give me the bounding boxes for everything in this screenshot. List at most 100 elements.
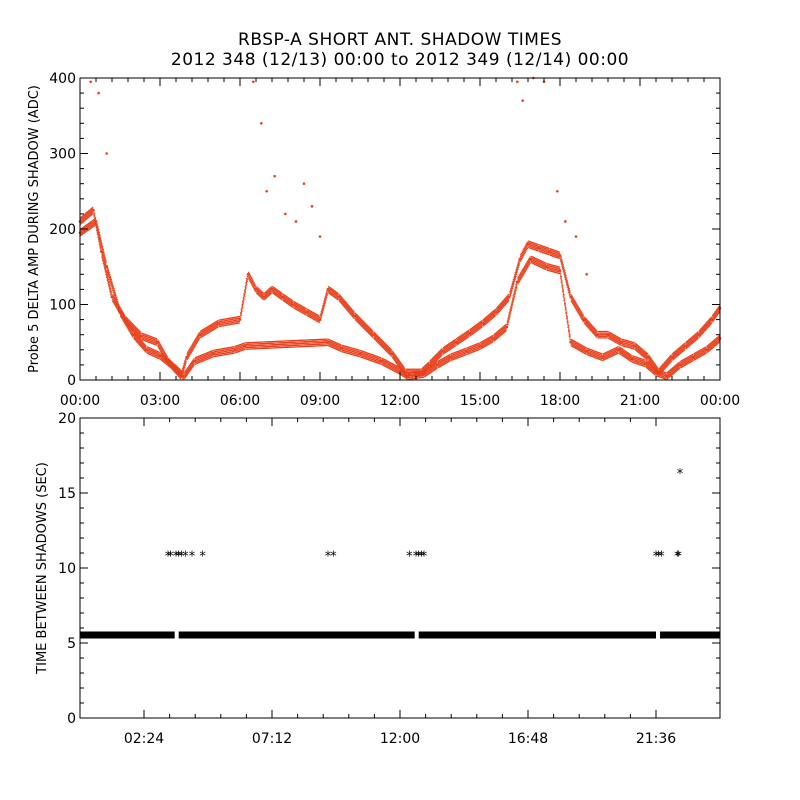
data-point-dot [573, 305, 575, 307]
data-point-dot [225, 321, 227, 323]
data-point-dot [265, 297, 267, 299]
data-point-dot [453, 341, 455, 343]
data-point-dot [298, 308, 300, 310]
data-point-dot [113, 296, 115, 298]
data-point-dot [248, 273, 250, 275]
data-point-dot [497, 312, 499, 314]
data-point-dot [402, 365, 404, 368]
data-point-dot [272, 289, 274, 291]
data-point-dot [718, 307, 720, 310]
data-point-dot [334, 296, 336, 298]
data-point-dot [585, 322, 587, 325]
data-point-dot [396, 362, 398, 364]
data-point-dot [383, 341, 385, 343]
data-point-dot [88, 210, 90, 212]
data-point-dot [506, 300, 508, 302]
data-point-dot [450, 344, 452, 347]
data-point-dot [507, 299, 509, 301]
data-point-dot [628, 347, 630, 349]
data-point-dot [479, 321, 481, 323]
data-point-dot [478, 325, 480, 327]
data-point-dot [158, 345, 160, 347]
data-point-dot [85, 224, 87, 226]
data-point-dot [526, 241, 528, 243]
data-point-dot [82, 216, 84, 218]
data-point-dot [417, 375, 419, 377]
data-point-dot [568, 285, 570, 287]
data-point-dot [610, 334, 612, 336]
data-point-dot [623, 339, 625, 341]
data-point-dot [88, 223, 90, 226]
data-point-dot [633, 345, 635, 347]
data-point-dot [89, 226, 91, 228]
data-point-dot [682, 348, 684, 350]
data-point-dot [568, 290, 570, 292]
data-point-dot [223, 325, 225, 327]
data-point-dot [329, 288, 331, 290]
data-point-dot [515, 272, 517, 274]
data-point-dot [492, 317, 494, 319]
data-point-dot [442, 347, 444, 349]
data-point-dot [252, 280, 254, 283]
data-point-dot [490, 315, 492, 318]
data-point-dot [715, 310, 717, 312]
data-point-dot [343, 305, 345, 308]
data-point-dot [233, 321, 235, 323]
data-point-dot [432, 357, 434, 359]
data-point-dot [106, 276, 108, 279]
data-point-dot [632, 341, 634, 344]
data-point-dot [411, 368, 413, 370]
data-point-dot [524, 248, 526, 250]
data-point-dot [100, 243, 102, 245]
data-point-dot [344, 306, 346, 308]
data-point-dot [462, 340, 464, 342]
data-point-dot [204, 332, 206, 335]
data-point-dot [105, 270, 107, 273]
data-point-dot [358, 316, 360, 318]
data-point-dot [399, 367, 401, 369]
data-point-dot [715, 314, 717, 317]
data-point-dot [312, 318, 314, 320]
data-point-dot [89, 212, 91, 214]
data-point-dot [716, 313, 718, 315]
data-point-dot [224, 321, 226, 323]
data-point-dot [610, 339, 612, 341]
data-point-dot [384, 347, 386, 349]
data-point-dot [440, 354, 442, 356]
data-point-dot [316, 317, 318, 319]
data-point-dot [700, 331, 702, 334]
data-point-dot [524, 248, 526, 250]
data-point-dot [214, 323, 216, 325]
data-point-dot [119, 306, 121, 308]
data-point-dot [394, 357, 396, 359]
data-point-dot [344, 301, 346, 304]
data-point-dot [177, 375, 179, 377]
data-point-dot [521, 256, 523, 258]
data-point-dot [672, 356, 674, 358]
data-point-dot [134, 330, 136, 332]
data-point-dot [280, 291, 282, 293]
data-point-dot [339, 294, 341, 296]
data-point-dot [611, 333, 613, 335]
data-point-dot [291, 306, 293, 308]
data-point-dot [194, 338, 196, 341]
data-point-dot [532, 246, 534, 249]
data-point-dot [528, 243, 530, 246]
data-point-dot [464, 333, 466, 335]
data-point-dot [95, 223, 97, 225]
data-point-dot [274, 290, 276, 292]
data-point-dot [460, 336, 462, 339]
data-point-dot [194, 339, 196, 342]
data-point-dot [436, 357, 438, 359]
data-point-dot [252, 285, 254, 287]
data-point-dot [333, 291, 335, 293]
data-point-dot [478, 328, 480, 331]
data-point-dot [82, 226, 84, 228]
data-point-dot [338, 297, 340, 299]
data-point-dot [240, 311, 242, 313]
data-point-dot [230, 319, 232, 321]
data-point-dot [250, 281, 252, 284]
data-point-dot [418, 368, 420, 370]
data-point-dot [416, 375, 418, 377]
data-point-dot [696, 334, 698, 336]
